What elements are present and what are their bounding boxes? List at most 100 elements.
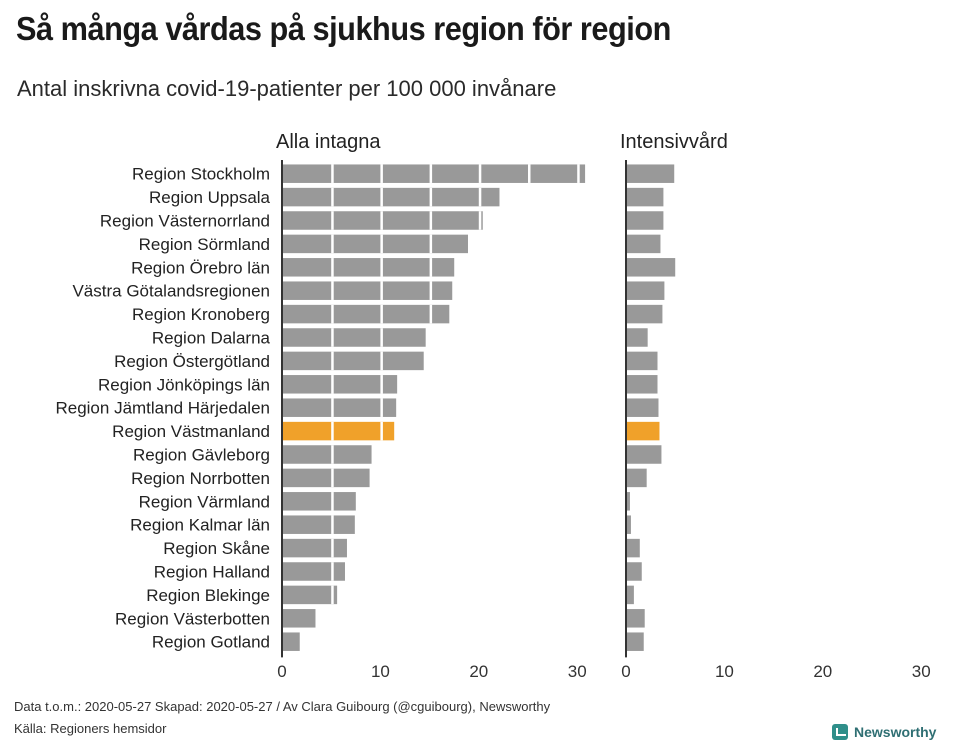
bar-chart: Region Stockholm Region Uppsala Region Väs… bbox=[55, 131, 931, 681]
tick-label: 30 bbox=[912, 662, 931, 681]
bar-separator bbox=[331, 375, 334, 394]
bar bbox=[627, 328, 648, 347]
bar-separator bbox=[331, 351, 334, 371]
bar-separator bbox=[331, 445, 334, 464]
bar bbox=[283, 164, 586, 183]
tick-label: 20 bbox=[813, 662, 832, 681]
bar bbox=[627, 234, 661, 254]
brand-logo: Newsworthy bbox=[832, 724, 936, 740]
bar-separator bbox=[331, 515, 334, 534]
category-label: Region Jämtland Härjedalen bbox=[55, 399, 270, 418]
bar-separator bbox=[478, 164, 482, 183]
bar bbox=[627, 187, 664, 207]
bar bbox=[283, 445, 372, 464]
category-label: Region Norrbotten bbox=[131, 469, 270, 488]
bar-separator bbox=[380, 328, 383, 347]
bar-separator bbox=[331, 562, 334, 581]
bar-separator bbox=[331, 258, 334, 277]
bar-separator bbox=[331, 211, 334, 230]
category-label: Region Uppsala bbox=[149, 188, 271, 207]
tick-label: 20 bbox=[469, 662, 488, 681]
bar-separator bbox=[331, 328, 334, 347]
newsworthy-logo-icon bbox=[832, 724, 848, 740]
bar bbox=[627, 304, 663, 324]
bar-separator bbox=[429, 304, 433, 324]
bar bbox=[283, 492, 356, 511]
bar-separator bbox=[478, 187, 482, 207]
bar bbox=[283, 609, 316, 628]
chart-title: Så många vårdas på sjukhus region för re… bbox=[16, 10, 671, 47]
bar-separator bbox=[331, 304, 334, 324]
bar bbox=[627, 281, 665, 300]
category-label: Region Örebro län bbox=[131, 258, 270, 277]
panel-title: Intensivvård bbox=[620, 131, 728, 153]
bar bbox=[627, 445, 662, 464]
category-label: Region Gotland bbox=[152, 633, 270, 652]
bar-separator bbox=[331, 421, 334, 441]
bar bbox=[283, 632, 300, 651]
bar-separator bbox=[380, 375, 383, 394]
bar bbox=[627, 164, 675, 183]
bar bbox=[283, 258, 455, 277]
bar bbox=[283, 234, 468, 254]
bar-separator bbox=[331, 468, 334, 488]
bar-separator bbox=[380, 398, 383, 417]
bar bbox=[627, 421, 660, 441]
bar bbox=[283, 187, 500, 207]
bar bbox=[627, 351, 658, 371]
bar bbox=[283, 375, 398, 394]
bar bbox=[283, 421, 395, 441]
bar bbox=[627, 562, 642, 581]
bar-separator bbox=[429, 281, 433, 300]
bar bbox=[283, 351, 424, 371]
category-label: Region Blekinge bbox=[146, 586, 270, 605]
bar-separator bbox=[380, 421, 383, 441]
category-label: Region Östergötland bbox=[114, 352, 270, 371]
category-label: Region Kalmar län bbox=[130, 516, 270, 535]
tick-label: 30 bbox=[568, 662, 587, 681]
bar bbox=[627, 609, 645, 628]
bar bbox=[627, 258, 676, 277]
bar-separator bbox=[380, 164, 383, 183]
bar bbox=[627, 398, 659, 417]
bar bbox=[283, 328, 426, 347]
category-label: Region Kronoberg bbox=[132, 305, 270, 324]
bar-separator bbox=[429, 164, 433, 183]
category-label: Region Värmland bbox=[139, 492, 270, 511]
bar-separator bbox=[331, 187, 334, 207]
bar bbox=[283, 585, 338, 605]
bar bbox=[627, 515, 631, 534]
bar-separator bbox=[577, 164, 580, 183]
bar bbox=[283, 398, 397, 417]
bar bbox=[283, 562, 345, 581]
bar-separator bbox=[331, 538, 334, 558]
bar-separator bbox=[429, 234, 433, 254]
category-label: Region Västmanland bbox=[112, 422, 270, 441]
bar bbox=[283, 468, 370, 488]
bar-separator bbox=[528, 164, 531, 183]
panel-title: Alla intagna bbox=[276, 131, 381, 153]
bar bbox=[627, 492, 630, 511]
chart-subtitle: Antal inskrivna covid-19-patienter per 1… bbox=[17, 76, 557, 101]
bar-separator bbox=[331, 281, 334, 300]
bar-separator bbox=[478, 211, 482, 230]
bar-separator bbox=[429, 187, 433, 207]
category-label: Västra Götalandsregionen bbox=[72, 282, 270, 301]
bar-separator bbox=[380, 187, 383, 207]
bar bbox=[627, 632, 644, 651]
brand-name: Newsworthy bbox=[854, 724, 937, 740]
footer-credit: Data t.o.m.: 2020-05-27 Skapad: 2020-05-… bbox=[14, 699, 551, 714]
category-label: Region Gävleborg bbox=[133, 446, 270, 465]
bar-separator bbox=[429, 211, 433, 230]
category-label: Region Västernorrland bbox=[100, 212, 270, 231]
tick-label: 10 bbox=[715, 662, 734, 681]
category-label: Region Västerbotten bbox=[115, 609, 270, 628]
bar bbox=[627, 585, 634, 605]
bar bbox=[627, 538, 640, 558]
bar bbox=[283, 281, 453, 300]
bar bbox=[283, 304, 450, 324]
bar bbox=[283, 515, 355, 534]
bar bbox=[627, 468, 647, 488]
bar-separator bbox=[380, 211, 383, 230]
footer-source: Källa: Regioners hemsidor bbox=[14, 721, 167, 736]
